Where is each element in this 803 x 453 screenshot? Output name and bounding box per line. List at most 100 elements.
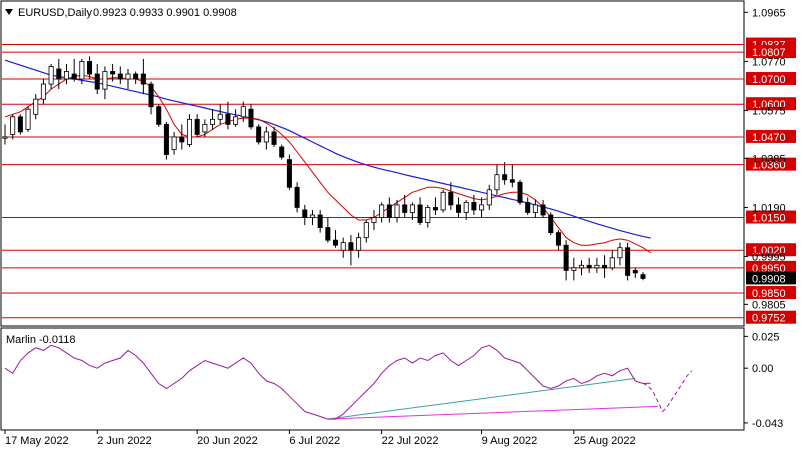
candle-body <box>609 257 615 269</box>
candle-body <box>340 242 346 251</box>
price-tick-label: 1.0770 <box>752 56 786 68</box>
candle-body <box>525 201 531 213</box>
time-tick-label: 6 Jul 2022 <box>289 435 340 447</box>
candle-body <box>110 71 116 75</box>
candle-body <box>486 189 492 206</box>
candle-body <box>256 126 262 143</box>
candle-body <box>640 274 646 279</box>
candle-body <box>225 113 231 125</box>
candle-body <box>202 123 208 133</box>
candle-body <box>25 108 31 130</box>
price-tick-label: 1.0965 <box>752 7 786 19</box>
current-price-label: 0.9908 <box>752 273 786 285</box>
candle-body <box>94 73 100 90</box>
candle-body <box>87 61 93 75</box>
candle-body <box>33 98 39 115</box>
marlin-oscillator-line <box>4 344 651 420</box>
oscillator-tick-label: -0.043 <box>752 418 783 430</box>
candle-body <box>540 204 546 216</box>
ohlc-values: 0.9923 0.9933 0.9901 0.9908 <box>93 7 237 19</box>
candle-body <box>117 73 123 80</box>
price-axis[interactable]: 1.08371.08071.07001.06001.04701.03601.01… <box>744 7 796 325</box>
candle-body <box>371 217 377 223</box>
oscillator-title: Marlin -0.0118 <box>6 334 76 346</box>
candle-body <box>325 227 331 241</box>
candle-body <box>594 264 600 269</box>
candle-body <box>279 146 285 158</box>
level-label-bg <box>746 129 796 143</box>
candle-body <box>409 204 415 213</box>
level-label: 0.9752 <box>752 313 786 325</box>
price-tick-label: 1.0385 <box>752 153 786 165</box>
candle-body <box>210 118 216 125</box>
time-axis[interactable]: 17 May 2022 2 Jun 2022 20 Jun 2022 6 Jul 20… <box>4 430 636 447</box>
level-label: 1.0600 <box>752 99 786 111</box>
candle-body <box>363 222 369 239</box>
candle-body <box>63 71 70 80</box>
candle-body <box>348 242 354 251</box>
candle-body <box>125 73 131 80</box>
candle-body <box>194 118 200 135</box>
candle-body <box>402 204 408 213</box>
oscillator-axis[interactable]: 0.025 0.00 -0.043 <box>744 331 783 430</box>
candle-body <box>578 264 585 269</box>
candle-body <box>102 71 108 90</box>
candle-body <box>40 83 46 100</box>
level-label-bg <box>746 210 796 224</box>
candle-body <box>302 209 308 218</box>
candle-body <box>356 237 362 251</box>
candle-body <box>386 204 392 218</box>
price-tick-label: 0.9805 <box>752 299 786 311</box>
time-tick-label: 17 May 2022 <box>5 435 69 447</box>
collapse-triangle-icon[interactable] <box>5 9 13 15</box>
candle-body <box>56 68 62 80</box>
candle-body <box>625 247 631 276</box>
level-label-bg <box>746 157 796 171</box>
level-label: 1.0807 <box>752 47 786 59</box>
level-label-bg <box>746 260 796 274</box>
candle-body <box>148 83 154 108</box>
level-label-bg <box>746 45 796 59</box>
candle-body <box>317 214 323 228</box>
candle-body <box>440 191 446 211</box>
level-label-bg <box>746 97 796 111</box>
candle-body <box>171 136 177 150</box>
level-label: 1.0150 <box>752 213 786 225</box>
candle-body <box>186 118 192 145</box>
candle-body <box>10 116 16 135</box>
time-tick-label: 2 Jun 2022 <box>97 435 151 447</box>
oscillator-pane[interactable]: Marlin -0.0118 <box>0 327 745 431</box>
oscillator-tick-label: 0.025 <box>752 331 780 343</box>
candle-body <box>471 201 477 211</box>
level-label: 1.0700 <box>752 74 786 86</box>
candle-body <box>555 232 561 246</box>
candle-body <box>432 207 438 211</box>
candle-body <box>179 136 185 143</box>
candle-body <box>502 174 508 181</box>
candle-body <box>509 179 515 183</box>
oscillator-trendline-cyan <box>327 377 636 420</box>
candle-body <box>632 269 638 274</box>
candle-body <box>71 73 77 80</box>
time-tick-label: 20 Jun 2022 <box>197 435 258 447</box>
candle-body <box>602 264 608 269</box>
time-tick-label: 9 Aug 2022 <box>482 435 538 447</box>
candle-body <box>309 214 315 218</box>
candle-body <box>394 204 400 218</box>
candle-body <box>217 113 223 120</box>
candle-body <box>271 131 277 145</box>
symbol-label: EURUSD,Daily <box>18 7 92 19</box>
time-tick-label: 22 Jul 2022 <box>382 435 439 447</box>
price-pane-frame <box>0 0 745 327</box>
candle-body <box>417 204 423 223</box>
candle-body <box>479 204 485 211</box>
level-label: 1.0470 <box>752 132 786 144</box>
candle-body <box>448 191 454 206</box>
candle-body <box>133 73 139 80</box>
candle-body <box>563 244 569 271</box>
oscillator-pane-frame <box>0 327 745 431</box>
current-price-bg <box>746 271 796 285</box>
candle-body <box>617 247 623 259</box>
candle-body <box>463 201 469 213</box>
price-pane[interactable]: EURUSD,Daily 0.9923 0.9933 0.9901 0.9908 <box>0 0 745 327</box>
